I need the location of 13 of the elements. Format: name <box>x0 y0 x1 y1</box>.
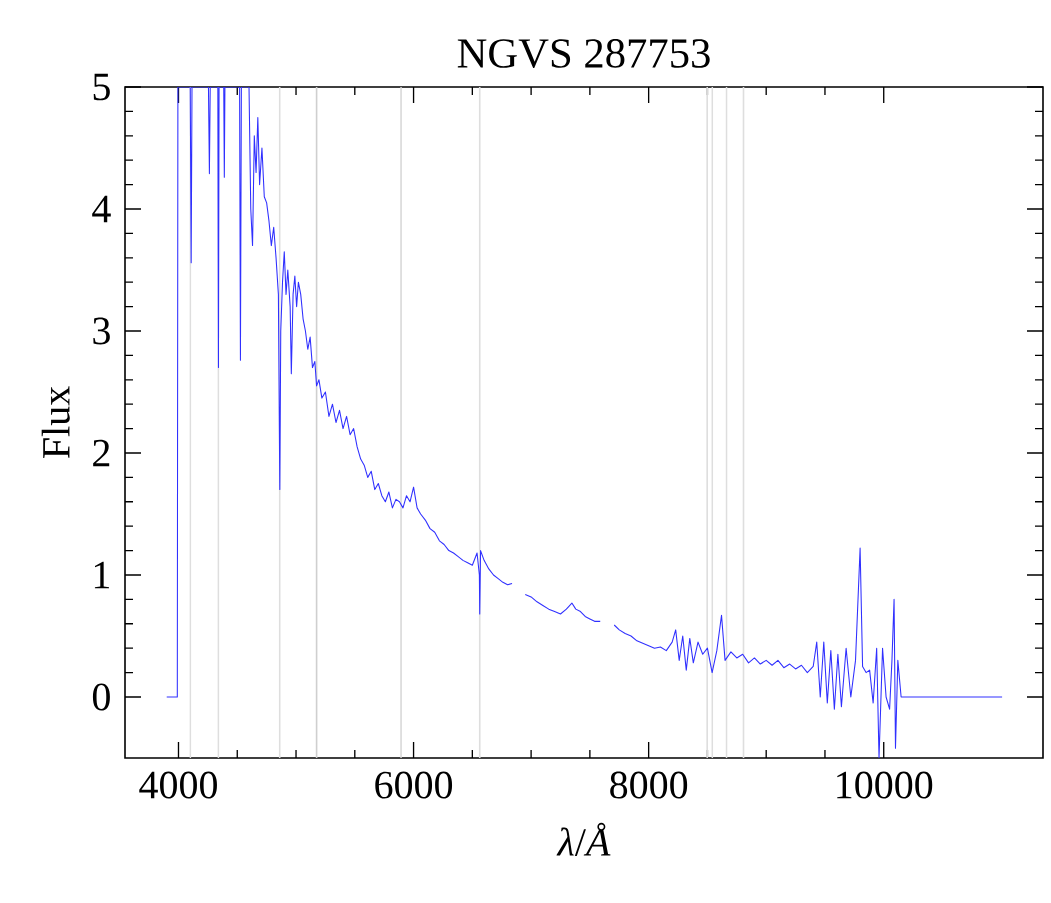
x-axis-title: λ/Å <box>556 822 611 857</box>
x-tick-label: 6000 <box>375 771 453 799</box>
y-tick-label: 1 <box>94 561 110 589</box>
y-tick-label: 4 <box>92 195 111 223</box>
y-tick-label: 0 <box>92 683 110 711</box>
x-tick-label: 8000 <box>610 771 688 799</box>
y-tick-label: 3 <box>93 317 110 345</box>
y-tick-label: 5 <box>93 73 110 101</box>
y-axis-title: Flux <box>41 386 70 459</box>
x-tick-label: 10000 <box>837 771 933 799</box>
x-tick-label: 4000 <box>139 771 217 799</box>
chart-title: NGVS 287753 <box>457 39 710 69</box>
y-tick-label: 2 <box>93 439 110 467</box>
